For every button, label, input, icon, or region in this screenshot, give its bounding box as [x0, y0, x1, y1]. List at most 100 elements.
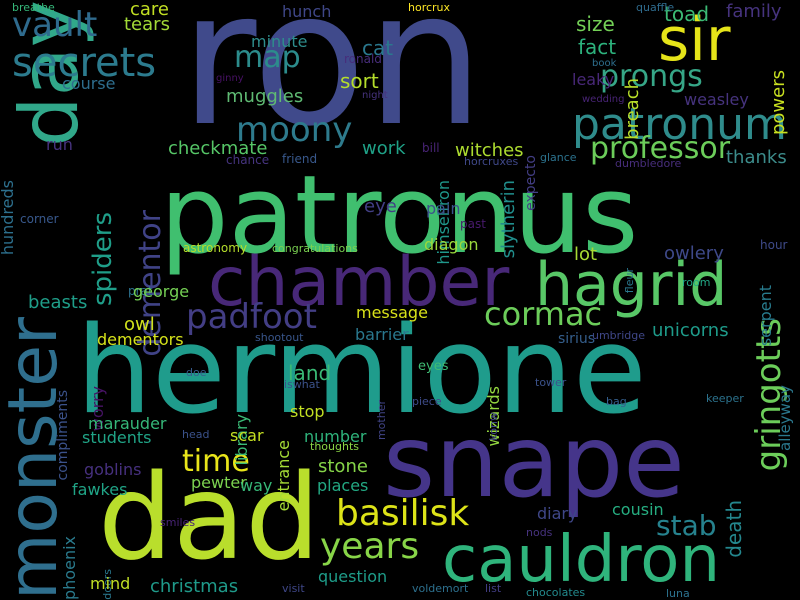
word-marauder: marauder [88, 414, 167, 433]
word-mother: mother [375, 400, 388, 441]
word-hundreds: hundreds [0, 180, 17, 256]
word-places: places [317, 476, 369, 495]
word-prat: prat [128, 284, 153, 298]
word-iswhat: iswhat [284, 378, 320, 391]
word-toad: toad [664, 2, 710, 26]
word-vault: vault [12, 5, 98, 45]
word-breach: breach [622, 78, 643, 140]
word-death: death [722, 500, 746, 558]
word-muggles: muggles [226, 86, 304, 107]
word-cormac: cormac [484, 295, 603, 333]
word-owl: owl [124, 314, 155, 335]
word-hunch: hunch [282, 2, 332, 21]
word-list: list [485, 582, 502, 595]
word-barrier: barrier [355, 325, 409, 344]
word-witches: witches [455, 140, 524, 161]
word-secrets: secrets [12, 40, 157, 86]
word-stab: stab [656, 509, 717, 542]
word-room: room [682, 276, 711, 289]
word-umbridge: umbridge [592, 329, 645, 342]
word-ginny: ginny [216, 73, 244, 84]
word-question: question [318, 567, 388, 586]
word-chance: chance [226, 153, 270, 167]
word-leaky: leaky [572, 70, 615, 89]
word-care: care [130, 0, 170, 20]
word-konw: konw [487, 412, 500, 441]
word-doe: doe [186, 366, 207, 379]
word-basilisk: basilisk [336, 493, 470, 534]
word-ron: ron [180, 0, 485, 167]
word-prongs: prongs [600, 59, 703, 94]
word-diagon: diagon [424, 235, 479, 254]
word-land: land [288, 361, 332, 385]
word-padfoot: padfoot [186, 297, 317, 337]
word-mind: mind [90, 574, 131, 593]
word-sir: sir [658, 5, 731, 75]
word-cat: cat [362, 36, 394, 60]
word-fact: fact [578, 35, 617, 59]
word-chamber: chamber [208, 243, 510, 322]
word-thanks: thanks [726, 147, 787, 168]
word-professor: professor [590, 131, 731, 166]
word-past: past [460, 217, 486, 231]
word-powers: powers [768, 70, 789, 136]
word-nods: nods [526, 526, 553, 539]
word-sirius: sirius [558, 331, 595, 347]
word-minute: minute [251, 32, 308, 51]
word-compliments: compliments [55, 390, 71, 481]
word-way: way [240, 476, 273, 495]
word-stop: stop [290, 402, 325, 421]
word-patronus: patronus [160, 153, 639, 278]
word-owlery: owlery [664, 243, 724, 264]
word-book: book [592, 58, 617, 69]
word-ronald: ronald [344, 52, 382, 66]
word-horcruxes: horcruxes [464, 155, 519, 168]
word-fawkes: fawkes [72, 480, 128, 499]
word-voldemort: voldemort [412, 582, 469, 595]
word-slytherin: slytherin [498, 180, 519, 259]
word-checkmate: checkmate [168, 138, 268, 159]
word-bag: bag [606, 395, 627, 408]
word-visit: visit [282, 582, 305, 595]
word-map: map [234, 40, 301, 75]
word-breathe: breathe [12, 1, 55, 14]
word-shootout: shootout [255, 331, 304, 344]
word-congratulations: congratulations [272, 242, 358, 255]
word-glance: glance [540, 151, 577, 164]
word-chocolates: chocolates [526, 586, 586, 599]
word-george: george [133, 282, 190, 301]
word-unicorns: unicorns [652, 320, 729, 341]
word-eyes: eyes [418, 359, 449, 374]
word-tower: tower [535, 376, 567, 389]
word-expecto: expecto [523, 155, 539, 211]
word-wedding: wedding [582, 94, 625, 105]
word-night: night [362, 90, 388, 101]
word-head: head [182, 428, 210, 441]
word-christmas: christmas [150, 576, 239, 597]
word-family: family [726, 1, 782, 22]
word-diary: diary [537, 504, 578, 523]
word-thoughts: thoughts [310, 440, 359, 453]
word-hagrid: hagrid [535, 250, 728, 320]
word-spiders: spiders [88, 212, 118, 307]
word-entrance: entrance [274, 440, 293, 512]
word-cauldron: cauldron [442, 523, 720, 597]
word-hour: hour [760, 238, 788, 252]
word-moony: moony [236, 110, 353, 150]
word-corner: corner [20, 212, 59, 226]
word-number: number [304, 427, 367, 446]
word-cousin: cousin [612, 500, 664, 519]
word-time: time [182, 444, 250, 479]
word-phoenix: phoenix [60, 536, 79, 600]
word-fleur: fleur [623, 268, 636, 294]
word-luna: luna [666, 587, 690, 600]
word-message: message [356, 303, 428, 322]
word-lot: lot [574, 244, 598, 265]
word-goblins: goblins [84, 460, 142, 479]
word-scar: scar [230, 426, 264, 445]
word-dementors: dementors [97, 330, 184, 349]
word-weasley: weasley [684, 90, 749, 109]
word-run: run [46, 135, 73, 154]
word-students: students [82, 428, 152, 447]
